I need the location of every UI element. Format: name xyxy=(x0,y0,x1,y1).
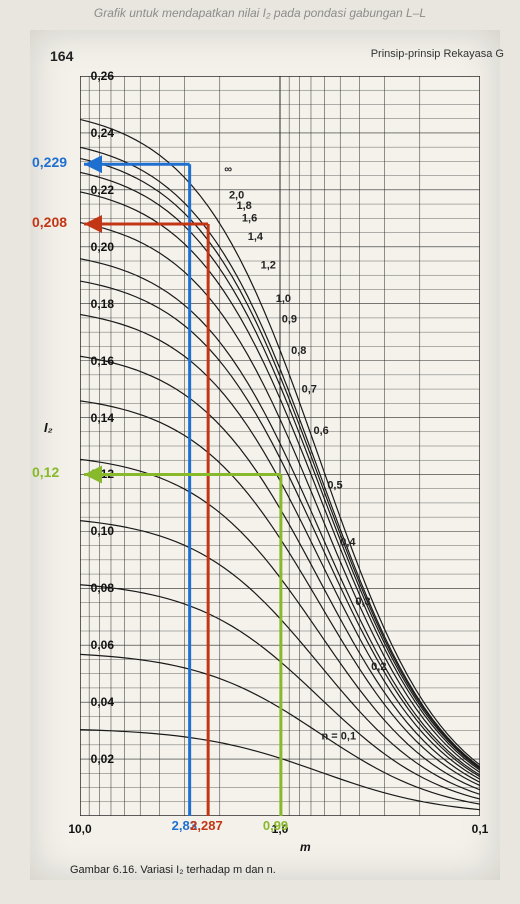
annotation-y-label-red: 0,208 xyxy=(32,214,67,230)
annotation-y-label-green: 0,12 xyxy=(32,464,59,480)
annotation-svg xyxy=(0,0,520,904)
page-root: Grafik untuk mendapatkan nilai I₂ pada p… xyxy=(0,0,520,904)
annotation-x-label-green: 0,99 xyxy=(263,818,288,833)
annotation-y-label-blue: 0,229 xyxy=(32,154,67,170)
annotation-x-label-red: 2,287 xyxy=(190,818,223,833)
